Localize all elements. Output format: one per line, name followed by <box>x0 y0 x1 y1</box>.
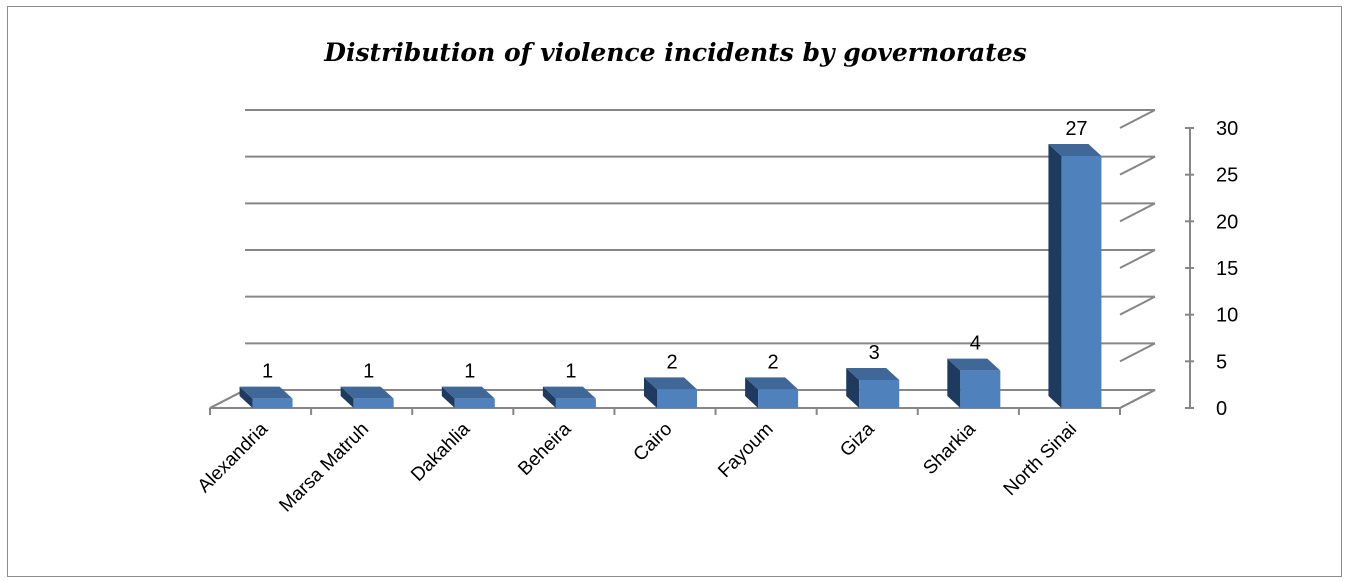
bar-side-7 <box>947 358 961 408</box>
bar-side-1 <box>340 386 354 408</box>
bar-0 <box>252 398 293 408</box>
bar-top-1 <box>340 386 394 399</box>
x-tick-label-4: Cairo <box>630 419 677 466</box>
gridline-depth <box>1119 109 1156 129</box>
y-tick-label: 5 <box>1216 351 1227 373</box>
y-tick-label: 20 <box>1216 211 1238 233</box>
bar-side-3 <box>542 386 556 408</box>
bar-top-3 <box>542 386 596 399</box>
chart-title: Distribution of violence incidents by go… <box>324 38 1027 67</box>
bar-8 <box>1061 156 1102 408</box>
bar-top-8 <box>1048 144 1102 156</box>
y-tick-label: 25 <box>1216 165 1238 187</box>
y-tick-label: 0 <box>1216 398 1227 420</box>
data-label-5: 2 <box>768 351 779 373</box>
gridline-depth <box>1119 155 1156 176</box>
bar-top-5 <box>745 377 799 390</box>
data-label-3: 1 <box>565 361 576 383</box>
x-tick-label-1: Marsa Matruh <box>275 419 373 517</box>
data-label-0: 1 <box>262 361 273 383</box>
bar-3 <box>555 398 596 408</box>
chart-frame <box>7 6 1342 577</box>
data-label-4: 2 <box>666 351 677 373</box>
data-label-6: 3 <box>869 342 880 364</box>
bar-2 <box>454 398 495 408</box>
data-label-1: 1 <box>363 361 374 383</box>
gridline-depth <box>1119 249 1156 269</box>
bar-side-5 <box>745 377 759 408</box>
x-tick-label-6: Giza <box>836 418 879 461</box>
bar-top-2 <box>441 386 495 399</box>
bar-side-0 <box>239 386 253 408</box>
y-tick-label: 10 <box>1216 305 1238 327</box>
floor-left-edge <box>209 389 246 409</box>
bar-5 <box>758 389 799 408</box>
bar-top-4 <box>644 377 697 390</box>
bar-side-2 <box>441 386 455 408</box>
x-tick-label-3: Beheira <box>514 418 575 479</box>
bar-4 <box>657 389 697 408</box>
bar-6 <box>859 380 900 408</box>
bar-top-0 <box>239 386 293 399</box>
x-tick-label-5: Fayoum <box>714 419 777 482</box>
x-tick-label-8: North Sinai <box>1000 419 1081 500</box>
data-label-7: 4 <box>970 333 981 355</box>
gridline-depth <box>1119 342 1156 363</box>
gridline-depth <box>1119 202 1156 223</box>
data-label-8: 27 <box>1065 118 1087 140</box>
bar-7 <box>960 370 1001 408</box>
bar-1 <box>353 398 394 408</box>
x-tick-label-2: Dakahlia <box>407 418 474 485</box>
y-tick-label: 15 <box>1216 258 1238 280</box>
x-tick-label-7: Sharkia <box>919 418 980 479</box>
bar-top-7 <box>947 358 1001 371</box>
bar-top-6 <box>846 368 900 380</box>
bar-side-6 <box>846 368 860 408</box>
bar-side-4 <box>644 377 657 408</box>
bar-side-8 <box>1048 144 1062 408</box>
x-tick-label-0: Alexandria <box>194 418 273 497</box>
data-label-2: 1 <box>464 361 475 383</box>
y-tick-label: 30 <box>1216 118 1238 140</box>
gridline-depth <box>1119 295 1156 316</box>
